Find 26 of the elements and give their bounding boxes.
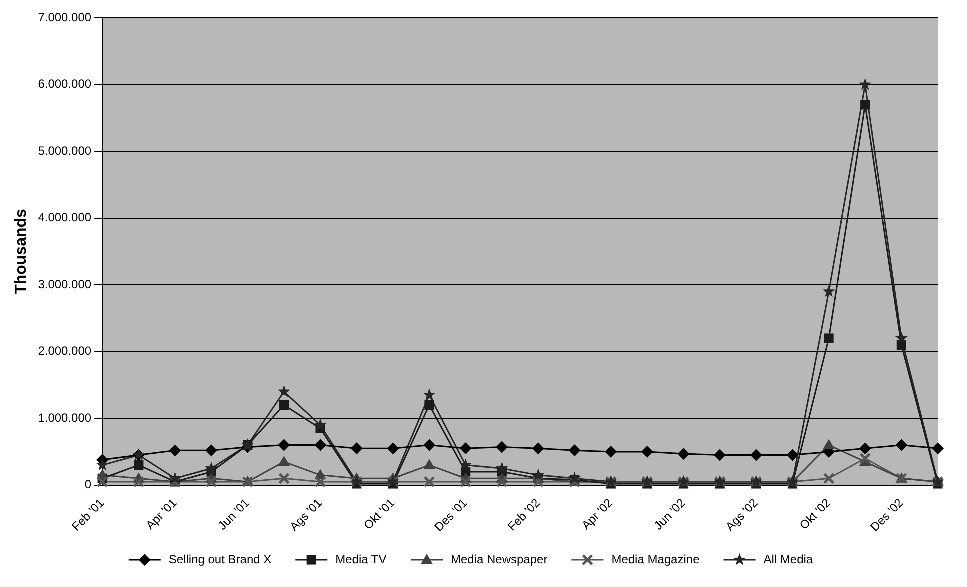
y-tick-label: 2.000.000: [38, 344, 92, 358]
x-tick-label: Feb '01: [69, 496, 108, 534]
legend-label: Selling out Brand X: [168, 552, 272, 566]
x-tick-label: Ags '01: [287, 496, 326, 534]
y-tick-label: 1.000.000: [38, 410, 92, 425]
legend-label: Media TV: [336, 552, 387, 566]
y-axis-title: Thousands: [13, 208, 30, 294]
x-tick-label: Apr '02: [579, 496, 616, 532]
x-tick-label: Apr '01: [143, 496, 180, 532]
legend-label: Media Newspaper: [450, 552, 548, 566]
x-tick-label: Jun '01: [215, 496, 253, 533]
y-tick-label: 6.000.000: [38, 77, 92, 92]
x-tick-label: Des '02: [868, 496, 906, 534]
x-tick-label: Des '01: [432, 496, 471, 534]
y-tick-label: 7.000.000: [38, 10, 92, 25]
y-tick-label: 3.000.000: [38, 277, 92, 292]
legend-label: Media Magazine: [612, 552, 700, 566]
legend-label: All Media: [764, 552, 814, 566]
y-tick-label: 5.000.000: [38, 144, 92, 158]
y-tick-label: 4.000.000: [38, 210, 92, 225]
x-tick-label: Jun '02: [651, 496, 688, 533]
y-tick-label: 0: [84, 478, 92, 492]
x-tick-label: Ags '02: [722, 496, 762, 534]
x-tick-label: Okt '02: [796, 496, 834, 532]
x-tick-label: Okt '01: [361, 496, 398, 532]
x-tick-label: Feb '02: [504, 496, 544, 534]
